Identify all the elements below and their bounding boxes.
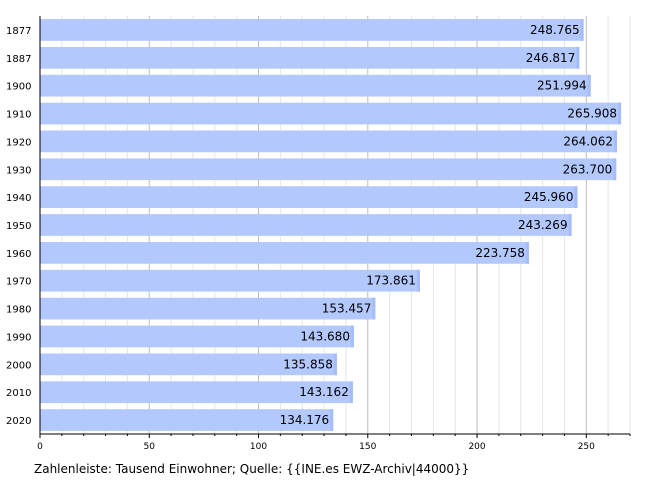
bar-1980 <box>40 297 376 320</box>
category-label-2000: 2000 <box>6 360 31 371</box>
data-label-1920: 264.062 <box>563 134 613 148</box>
data-label-1980: 153.457 <box>322 302 372 316</box>
x-tick-label-200: 200 <box>468 442 485 452</box>
category-label-1970: 1970 <box>6 277 31 288</box>
bar-1910 <box>40 102 622 125</box>
bar-2010 <box>40 381 353 404</box>
data-labels: 248.765 246.817 251.994 265.908 264.062 263.7… <box>280 23 617 427</box>
bar-edge-1950 <box>568 214 572 236</box>
category-label-1920: 1920 <box>6 137 31 148</box>
bar-edge-1990 <box>350 325 354 348</box>
bar-edge-1920 <box>614 130 618 153</box>
bar-edge-2000 <box>333 353 337 376</box>
data-label-2010: 143.162 <box>299 385 349 399</box>
bar-1970 <box>40 269 420 292</box>
x-tick-label-150: 150 <box>359 442 376 452</box>
bar-1950 <box>40 214 572 236</box>
bar-edge-1887 <box>576 46 580 69</box>
category-label-1877: 1877 <box>6 26 31 37</box>
bar-edge-1940 <box>574 186 578 209</box>
data-label-1887: 246.817 <box>526 51 576 65</box>
data-label-1960: 223.758 <box>475 246 525 260</box>
bar-edge-1970 <box>416 269 420 292</box>
category-label-1990: 1990 <box>6 332 31 343</box>
data-label-1900: 251.994 <box>537 79 587 93</box>
data-label-2020: 134.176 <box>280 413 330 427</box>
bar-1887 <box>40 46 580 69</box>
axes <box>39 16 631 438</box>
category-label-2020: 2020 <box>6 416 31 427</box>
x-tick-label-100: 100 <box>250 442 267 452</box>
bar-2000 <box>40 353 337 376</box>
bar-edge-1910 <box>618 102 622 125</box>
bar-edge-1980 <box>372 297 376 320</box>
bars <box>40 19 622 431</box>
bar-1900 <box>40 74 591 97</box>
data-label-1877: 248.765 <box>530 23 580 37</box>
data-label-1990: 143.680 <box>300 329 350 343</box>
x-tick-label-250: 250 <box>578 442 595 452</box>
bar-1877 <box>40 19 584 41</box>
data-label-2000: 135.858 <box>283 357 333 371</box>
category-label-1940: 1940 <box>6 193 31 204</box>
bar-edge-1930 <box>613 158 617 181</box>
bar-edge-1960 <box>525 241 529 264</box>
data-label-1930: 263.700 <box>563 162 613 176</box>
bar-edge-1900 <box>587 74 591 97</box>
x-tick-label-50: 50 <box>144 442 156 452</box>
category-label-1950: 1950 <box>6 221 31 232</box>
data-label-1910: 265.908 <box>567 107 617 121</box>
data-label-1940: 245.960 <box>524 190 574 204</box>
category-label-1900: 1900 <box>6 82 31 93</box>
bar-1990 <box>40 325 354 348</box>
x-tick-label-0: 0 <box>37 442 43 452</box>
bar-1920 <box>40 130 618 153</box>
category-label-2010: 2010 <box>6 388 31 399</box>
bar-edge-1877 <box>580 19 584 41</box>
bar-1940 <box>40 186 578 209</box>
category-label-1960: 1960 <box>6 249 31 260</box>
data-label-1970: 173.861 <box>366 274 416 288</box>
bar-1960 <box>40 241 529 264</box>
chart-footnote: Zahlenleiste: Tausend Einwohner; Quelle:… <box>34 462 470 476</box>
bar-edge-2010 <box>349 381 353 404</box>
bar-2020 <box>40 409 334 431</box>
data-label-1950: 243.269 <box>518 218 568 232</box>
category-label-1930: 1930 <box>6 165 31 176</box>
category-label-1887: 1887 <box>6 54 31 65</box>
bar-edge-2020 <box>330 409 334 431</box>
tick-labels: 0 50 100 150 200 250 <box>37 442 595 452</box>
category-labels: 1877 1887 1900 1910 1920 1930 1940 1950 1960 1970… <box>6 26 31 427</box>
category-label-1980: 1980 <box>6 305 31 316</box>
category-label-1910: 1910 <box>6 110 31 121</box>
bar-1930 <box>40 158 617 181</box>
